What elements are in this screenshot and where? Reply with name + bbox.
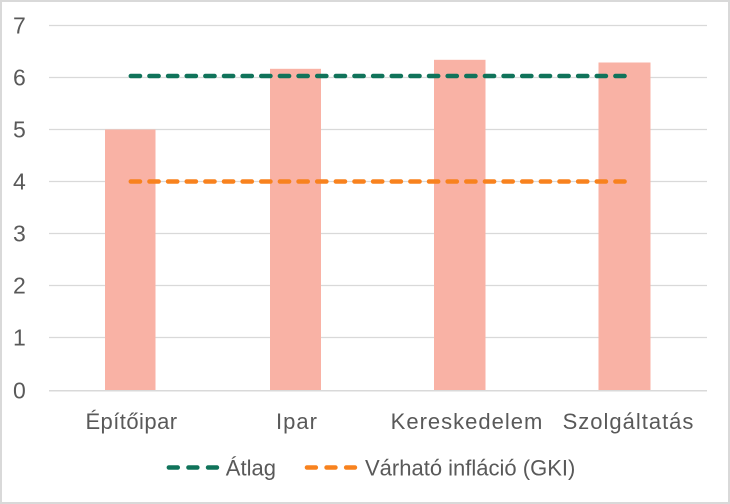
- svg-text:3: 3: [13, 221, 26, 247]
- svg-text:Ipar: Ipar: [276, 409, 318, 434]
- svg-text:2: 2: [13, 273, 26, 299]
- svg-text:Szolgáltatás: Szolgáltatás: [563, 409, 695, 434]
- svg-text:5: 5: [13, 117, 26, 143]
- svg-text:4: 4: [13, 169, 26, 195]
- svg-text:1: 1: [13, 325, 26, 351]
- svg-text:Építőipar: Építőipar: [85, 409, 177, 434]
- svg-text:Kereskedelem: Kereskedelem: [391, 409, 544, 434]
- svg-text:0: 0: [13, 378, 26, 404]
- svg-text:7: 7: [13, 13, 26, 39]
- svg-text:Várható infláció (GKI): Várható infláció (GKI): [365, 456, 575, 481]
- svg-text:Átlag: Átlag: [226, 456, 276, 481]
- svg-text:6: 6: [13, 65, 26, 91]
